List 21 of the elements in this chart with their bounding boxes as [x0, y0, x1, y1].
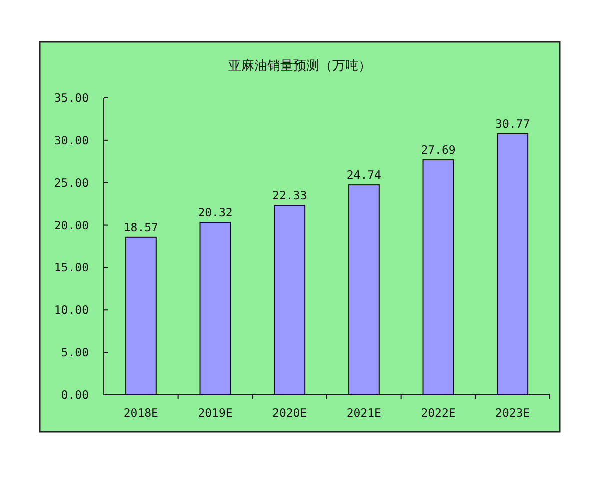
x-tick-label: 2020E	[272, 406, 308, 420]
y-tick-label: 10.00	[54, 303, 90, 318]
chart-title: 亚麻油销量预测（万吨）	[228, 58, 372, 73]
y-tick-label: 20.00	[54, 218, 90, 232]
x-tick-label: 2021E	[346, 406, 382, 420]
data-label: 20.32	[198, 206, 233, 220]
x-tick-label: 2018E	[124, 406, 159, 420]
x-tick-label: 2023E	[496, 406, 530, 420]
x-tick-label: 2022E	[421, 406, 456, 420]
y-tick-label: 5.00	[61, 346, 90, 360]
data-label: 18.57	[124, 220, 159, 234]
data-label: 27.69	[421, 143, 456, 158]
data-label: 24.74	[346, 168, 382, 182]
y-tick-label: 15.00	[54, 260, 90, 275]
y-tick-label: 30.00	[54, 133, 90, 148]
x-tick-label: 2019E	[198, 406, 233, 420]
y-tick-label: 35.00	[54, 91, 90, 105]
data-label: 30.77	[496, 116, 530, 131]
data-label: 22.33	[272, 188, 308, 203]
y-tick-label: 0.00	[61, 388, 90, 402]
y-tick-label: 25.00	[54, 176, 90, 190]
